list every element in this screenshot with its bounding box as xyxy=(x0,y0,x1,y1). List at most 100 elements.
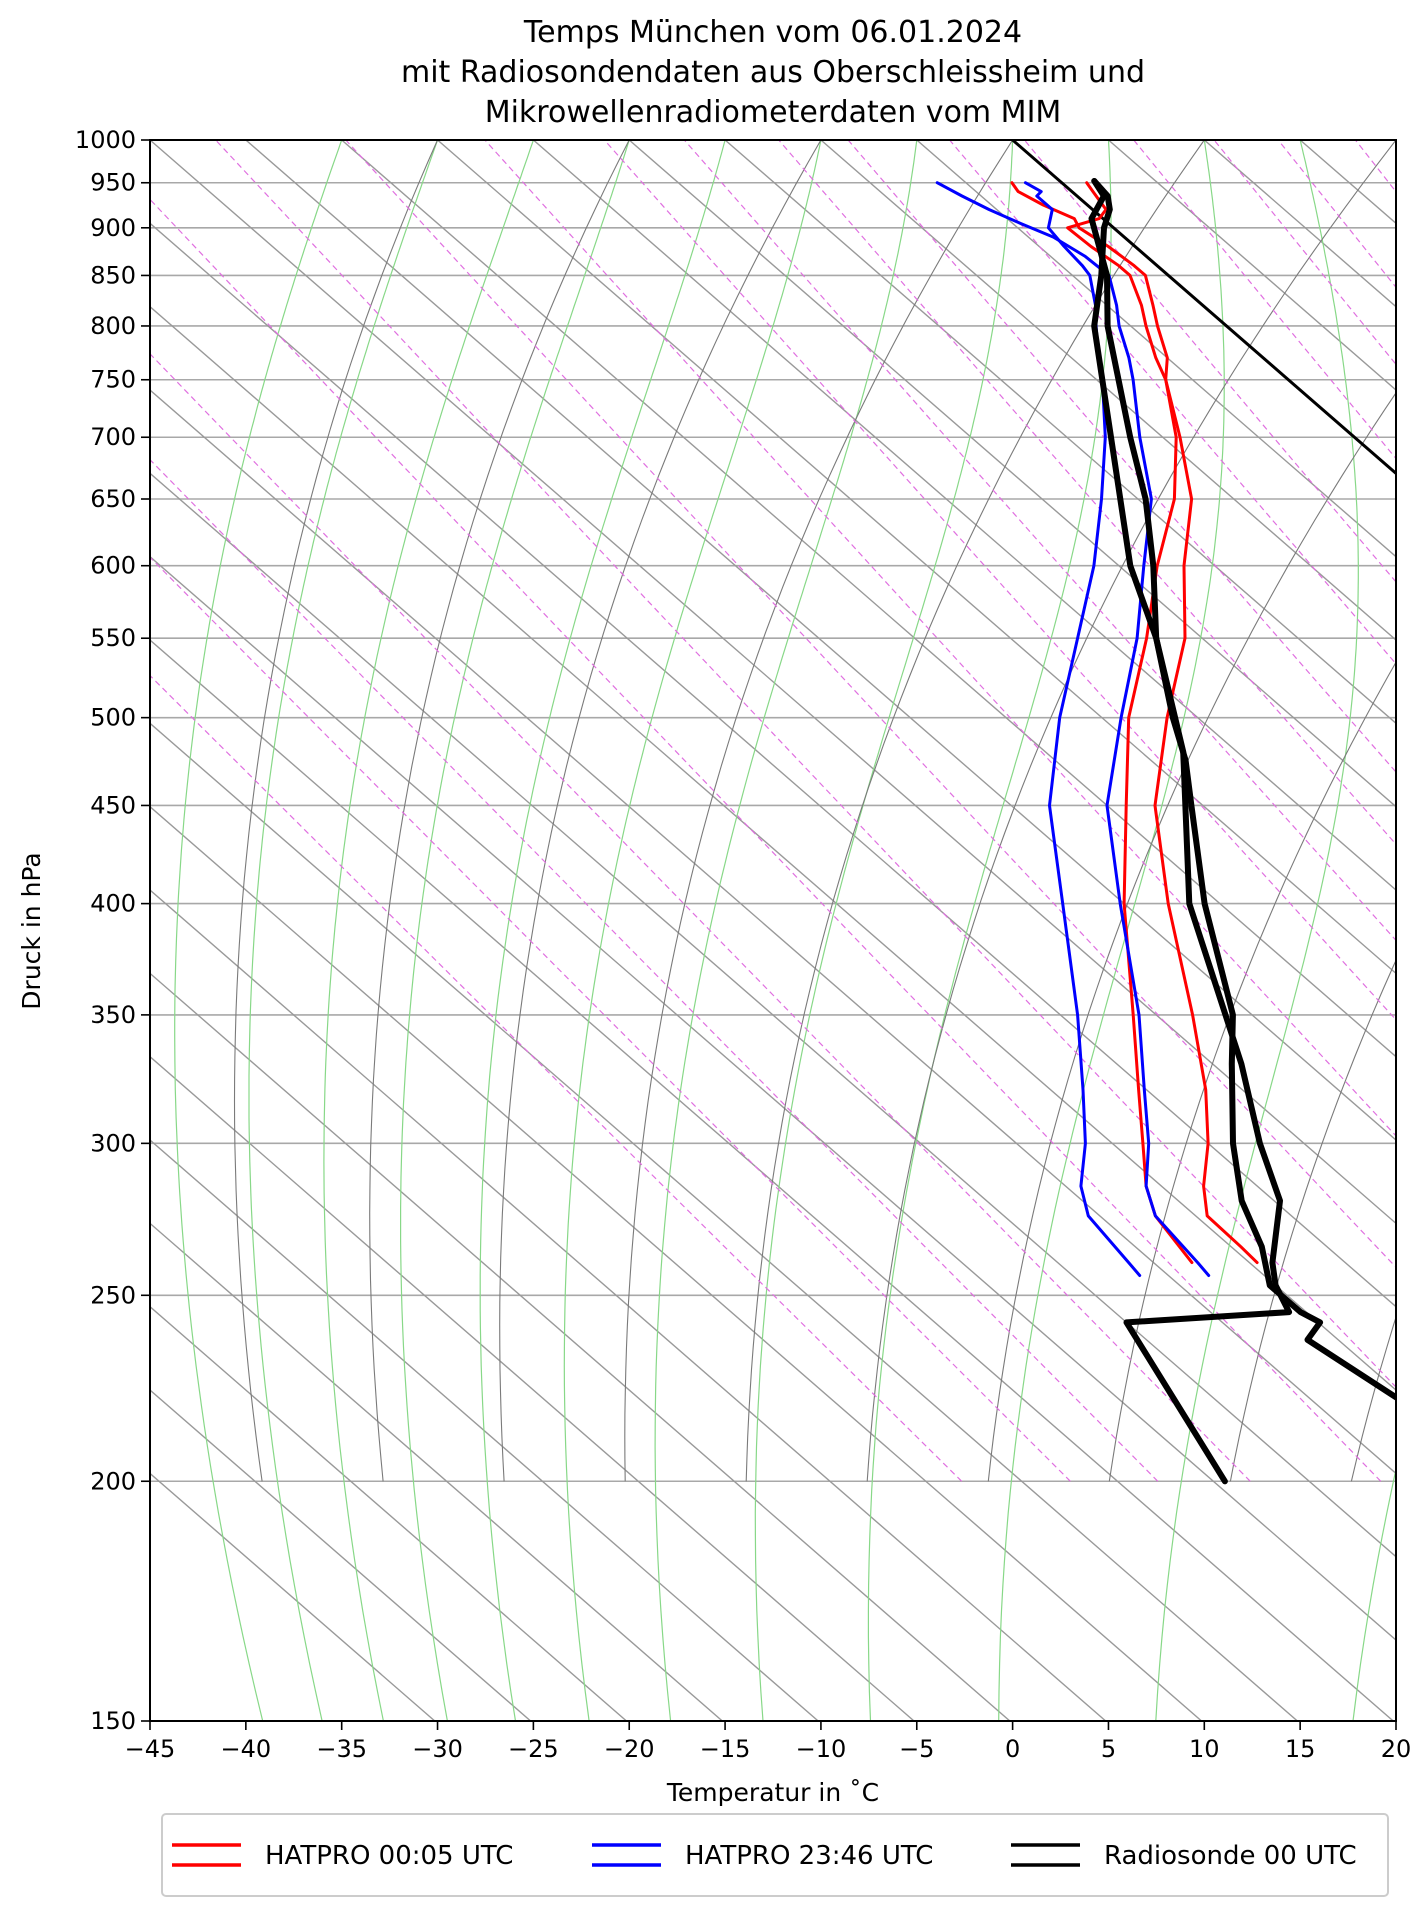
y-tick-label: 550 xyxy=(90,624,136,652)
isotherm xyxy=(150,639,1394,1721)
x-axis-ticks: −45 −40 −35 −30 −25 −20 −15 −10 −5 0 5 10 15 20 xyxy=(125,1721,1411,1763)
y-tick-label: 250 xyxy=(90,1281,136,1309)
dry-adiabat xyxy=(1108,661,1396,1482)
title-line-1: Temps München vom 06.01.2024 xyxy=(523,15,1022,50)
moist-adiabat xyxy=(1155,140,1359,1721)
isotherm xyxy=(150,889,1107,1721)
isotherm xyxy=(150,722,1298,1721)
y-tick-label: 700 xyxy=(90,423,136,451)
moist-adiabat xyxy=(998,140,1225,1721)
title-line-2: mit Radiosondendaten aus Oberschleisshei… xyxy=(401,55,1145,90)
y-tick-label: 500 xyxy=(90,704,136,732)
dry-adiabat xyxy=(499,140,822,1482)
hatpro-23-46-utc-temperature-line xyxy=(935,181,1211,1277)
moist-adiabat xyxy=(248,140,439,1721)
legend-item[interactable]: HATPRO 00:05 UTC xyxy=(172,1841,513,1871)
isotherm xyxy=(150,1139,819,1721)
isotherm xyxy=(150,805,1203,1721)
legend-label: HATPRO 23:46 UTC xyxy=(685,1841,933,1871)
plot-frame xyxy=(149,139,1397,1722)
isotherm xyxy=(150,1472,436,1721)
moist-adiabats xyxy=(174,140,1396,1721)
isotherm xyxy=(628,140,1396,808)
isotherm xyxy=(437,140,1396,975)
isotherm xyxy=(150,1055,915,1721)
radiosonde-00-utc-temperature-line xyxy=(1088,178,1396,1401)
mixing-ratio-line xyxy=(345,140,1396,1269)
mixing-ratio-line xyxy=(847,140,1396,773)
y-tick-label: 150 xyxy=(90,1707,136,1735)
zero-degree-isotherm xyxy=(1011,140,1396,476)
mixing-ratio-line xyxy=(603,140,1396,1021)
zero-degree-isotherm-line xyxy=(1011,140,1396,476)
y-tick-label: 1000 xyxy=(75,126,136,154)
isotherm xyxy=(150,305,1396,1391)
y-axis-label: Druck in hPa xyxy=(17,852,46,1009)
dry-adiabat xyxy=(866,140,1396,1482)
mixing-ratio-line xyxy=(150,198,1382,1482)
y-tick-label: 450 xyxy=(90,791,136,819)
moist-adiabat xyxy=(867,140,1112,1721)
dry-adiabat xyxy=(1229,959,1396,1482)
isotherm xyxy=(150,472,1396,1558)
hatpro-23-46-utc-dewpoint-line xyxy=(1023,181,1142,1277)
title-line-3: Mikrowellenradiometerdaten vom MIM xyxy=(485,95,1062,130)
y-tick-label: 350 xyxy=(90,1001,136,1029)
moist-adiabat xyxy=(400,140,630,1721)
isotherm xyxy=(150,222,1396,1308)
x-tick-label: −25 xyxy=(508,1735,559,1763)
isotherm xyxy=(245,140,1396,1141)
legend-item[interactable]: HATPRO 23:46 UTC xyxy=(592,1841,933,1871)
x-tick-label: −40 xyxy=(221,1735,272,1763)
x-tick-label: −45 xyxy=(125,1735,176,1763)
mixing-ratio-line xyxy=(150,556,1071,1482)
legend-item[interactable]: Radiosonde 00 UTC xyxy=(1011,1841,1357,1871)
x-axis-label: Temperatur in ˚C xyxy=(666,1778,879,1807)
moist-adiabat xyxy=(1352,140,1396,1721)
mixing-ratio-line xyxy=(215,140,1396,1388)
x-tick-label: 10 xyxy=(1189,1735,1220,1763)
legend: HATPRO 00:05 UTC HATPRO 23:46 UTC Radioson… xyxy=(161,1813,1389,1897)
isotherm xyxy=(916,140,1396,558)
moist-adiabat xyxy=(174,140,343,1721)
moist-adiabat xyxy=(479,140,726,1721)
x-tick-label: −15 xyxy=(700,1735,751,1763)
x-tick-label: −20 xyxy=(604,1735,655,1763)
legend-label: Radiosonde 00 UTC xyxy=(1104,1841,1357,1871)
isotherm xyxy=(150,140,1396,1225)
isotherm xyxy=(1395,140,1396,141)
x-tick-label: 5 xyxy=(1101,1735,1116,1763)
mixing-ratio-line xyxy=(150,458,1159,1482)
y-tick-label: 600 xyxy=(90,552,136,580)
isotherm xyxy=(150,1389,532,1721)
y-tick-label: 900 xyxy=(90,214,136,242)
isotherm xyxy=(1012,140,1396,475)
profile-series xyxy=(935,178,1396,1485)
mixing-ratio-line xyxy=(150,353,1251,1482)
x-tick-label: −5 xyxy=(899,1735,934,1763)
x-tick-label: −35 xyxy=(316,1735,367,1763)
x-tick-label: −30 xyxy=(412,1735,463,1763)
isotherm xyxy=(1108,140,1396,391)
dry-adiabat xyxy=(624,140,1014,1482)
y-tick-label: 650 xyxy=(90,485,136,513)
moist-adiabat xyxy=(754,140,1014,1721)
mixing-ratio-line xyxy=(949,140,1396,665)
isotherm xyxy=(1203,140,1396,308)
moist-adiabat xyxy=(563,140,822,1721)
mixing-ratio-line xyxy=(1418,140,1427,1481)
x-tick-label: −10 xyxy=(796,1735,847,1763)
isotherm xyxy=(532,140,1396,891)
dry-adiabat xyxy=(987,391,1396,1482)
isotherm xyxy=(1299,140,1396,225)
moist-adiabat xyxy=(323,140,534,1721)
dry-adiabat xyxy=(1350,1315,1396,1482)
dry-adiabat xyxy=(233,140,439,1482)
isotherm xyxy=(341,140,1396,1058)
isotherm xyxy=(150,389,1396,1475)
mixing-ratio-line xyxy=(683,140,1396,942)
isotherm xyxy=(724,140,1396,725)
y-tick-label: 850 xyxy=(90,261,136,289)
moist-adiabat xyxy=(654,140,918,1721)
legend-box xyxy=(161,1813,1389,1897)
